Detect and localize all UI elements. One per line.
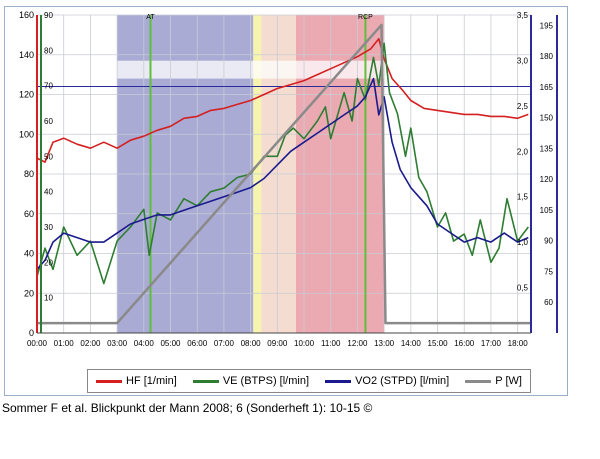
vo2-tick-label: 2,0 bbox=[517, 147, 529, 156]
vo2-tick-label: 0,5 bbox=[517, 284, 529, 293]
hf-tick-label: 80 bbox=[24, 169, 34, 179]
ve-tick-label: 10 bbox=[44, 294, 53, 303]
legend-label-3: P [W] bbox=[495, 375, 522, 387]
chart-legend: HF [1/min] VE (BTPS) [l/min] VO2 (STPD) [l… bbox=[87, 369, 531, 393]
hf-tick-label: 20 bbox=[24, 288, 34, 298]
ve-tick-label: 50 bbox=[44, 152, 53, 161]
p-tick-label: 150 bbox=[540, 114, 554, 123]
legend-item-0: HF [1/min] bbox=[96, 375, 177, 387]
legend-item-3: P [W] bbox=[465, 375, 522, 387]
hf-tick-label: 120 bbox=[19, 90, 34, 100]
legend-swatch-1 bbox=[192, 379, 219, 383]
hf-tick-label: 60 bbox=[24, 209, 34, 219]
x-tick-label: 13:00 bbox=[374, 339, 395, 348]
ve-tick-label: 70 bbox=[44, 82, 53, 91]
ve-tick-label: 90 bbox=[44, 11, 53, 20]
legend-label-1: VE (BTPS) [l/min] bbox=[222, 375, 310, 387]
legend-swatch-3 bbox=[465, 379, 492, 383]
x-tick-label: 11:00 bbox=[321, 339, 341, 348]
p-tick-label: 180 bbox=[540, 52, 554, 61]
marker-label-at: AT bbox=[146, 14, 155, 21]
ve-tick-label: 20 bbox=[44, 258, 53, 267]
marker-label-rcp: RCP bbox=[358, 14, 373, 21]
x-tick-label: 02:00 bbox=[80, 339, 101, 348]
vo2-tick-label: 1,5 bbox=[517, 193, 529, 202]
x-tick-label: 18:00 bbox=[508, 339, 529, 348]
hf-tick-label: 160 bbox=[19, 10, 34, 20]
hf-tick-label: 40 bbox=[24, 249, 34, 259]
figure-caption: Sommer F et al. Blickpunkt der Mann 2008… bbox=[2, 401, 373, 415]
legend-label-0: HF [1/min] bbox=[126, 375, 177, 387]
ve-tick-label: 40 bbox=[44, 188, 53, 197]
series-line-2 bbox=[36, 77, 529, 270]
x-tick-label: 10:00 bbox=[294, 339, 315, 348]
p-tick-label: 135 bbox=[540, 144, 554, 153]
legend-item-2: VO2 (STPD) [l/min] bbox=[325, 375, 449, 387]
x-tick-label: 06:00 bbox=[187, 339, 208, 348]
x-tick-label: 08:00 bbox=[241, 339, 262, 348]
x-tick-label: 16:00 bbox=[454, 339, 475, 348]
chart-frame: AT RCP 0 20 40 60 80 100 120 140 160 10 20 30 40 50 60 70… bbox=[4, 6, 568, 396]
vo2-tick-label: 1,0 bbox=[517, 238, 529, 247]
x-tick-label: 01:00 bbox=[54, 339, 75, 348]
hf-tick-label: 100 bbox=[19, 129, 34, 139]
p-tick-label: 195 bbox=[540, 21, 554, 30]
vo2-tick-label: 2,5 bbox=[517, 102, 529, 111]
vo2-tick-label: 3,0 bbox=[517, 56, 529, 65]
x-tick-label: 03:00 bbox=[107, 339, 128, 348]
x-tick-label: 05:00 bbox=[160, 339, 181, 348]
hf-tick-label: 0 bbox=[29, 328, 34, 338]
x-tick-label: 04:00 bbox=[134, 339, 155, 348]
vo2-tick-label: 3,5 bbox=[517, 11, 529, 20]
legend-label-2: VO2 (STPD) [l/min] bbox=[355, 375, 450, 387]
x-tick-label: 09:00 bbox=[267, 339, 288, 348]
x-tick-label: 00:00 bbox=[27, 339, 48, 348]
p-tick-label: 165 bbox=[540, 83, 554, 92]
series-line-0 bbox=[36, 37, 529, 163]
series-line-1 bbox=[36, 42, 529, 285]
legend-item-1: VE (BTPS) [l/min] bbox=[192, 375, 310, 387]
x-tick-label: 07:00 bbox=[214, 339, 235, 348]
p-tick-label: 75 bbox=[544, 267, 553, 276]
chart-svg: AT RCP 0 20 40 60 80 100 120 140 160 10 20 30 40 50 60 70… bbox=[19, 10, 558, 348]
x-tick-label: 17:00 bbox=[481, 339, 502, 348]
p-tick-label: 120 bbox=[540, 175, 554, 184]
legend-swatch-2 bbox=[325, 379, 352, 383]
legend-swatch-0 bbox=[96, 379, 123, 383]
x-tick-label: 15:00 bbox=[428, 339, 449, 348]
x-tick-label: 14:00 bbox=[401, 339, 422, 348]
x-tick-label: 12:00 bbox=[347, 339, 368, 348]
ve-tick-label: 80 bbox=[44, 46, 53, 55]
series-line-3 bbox=[37, 23, 531, 325]
ve-tick-label: 60 bbox=[44, 117, 53, 126]
p-tick-label: 90 bbox=[544, 237, 553, 246]
hf-tick-label: 140 bbox=[19, 50, 34, 60]
p-tick-label: 60 bbox=[544, 298, 553, 307]
p-tick-label: 105 bbox=[540, 206, 554, 215]
ve-tick-label: 30 bbox=[44, 223, 53, 232]
